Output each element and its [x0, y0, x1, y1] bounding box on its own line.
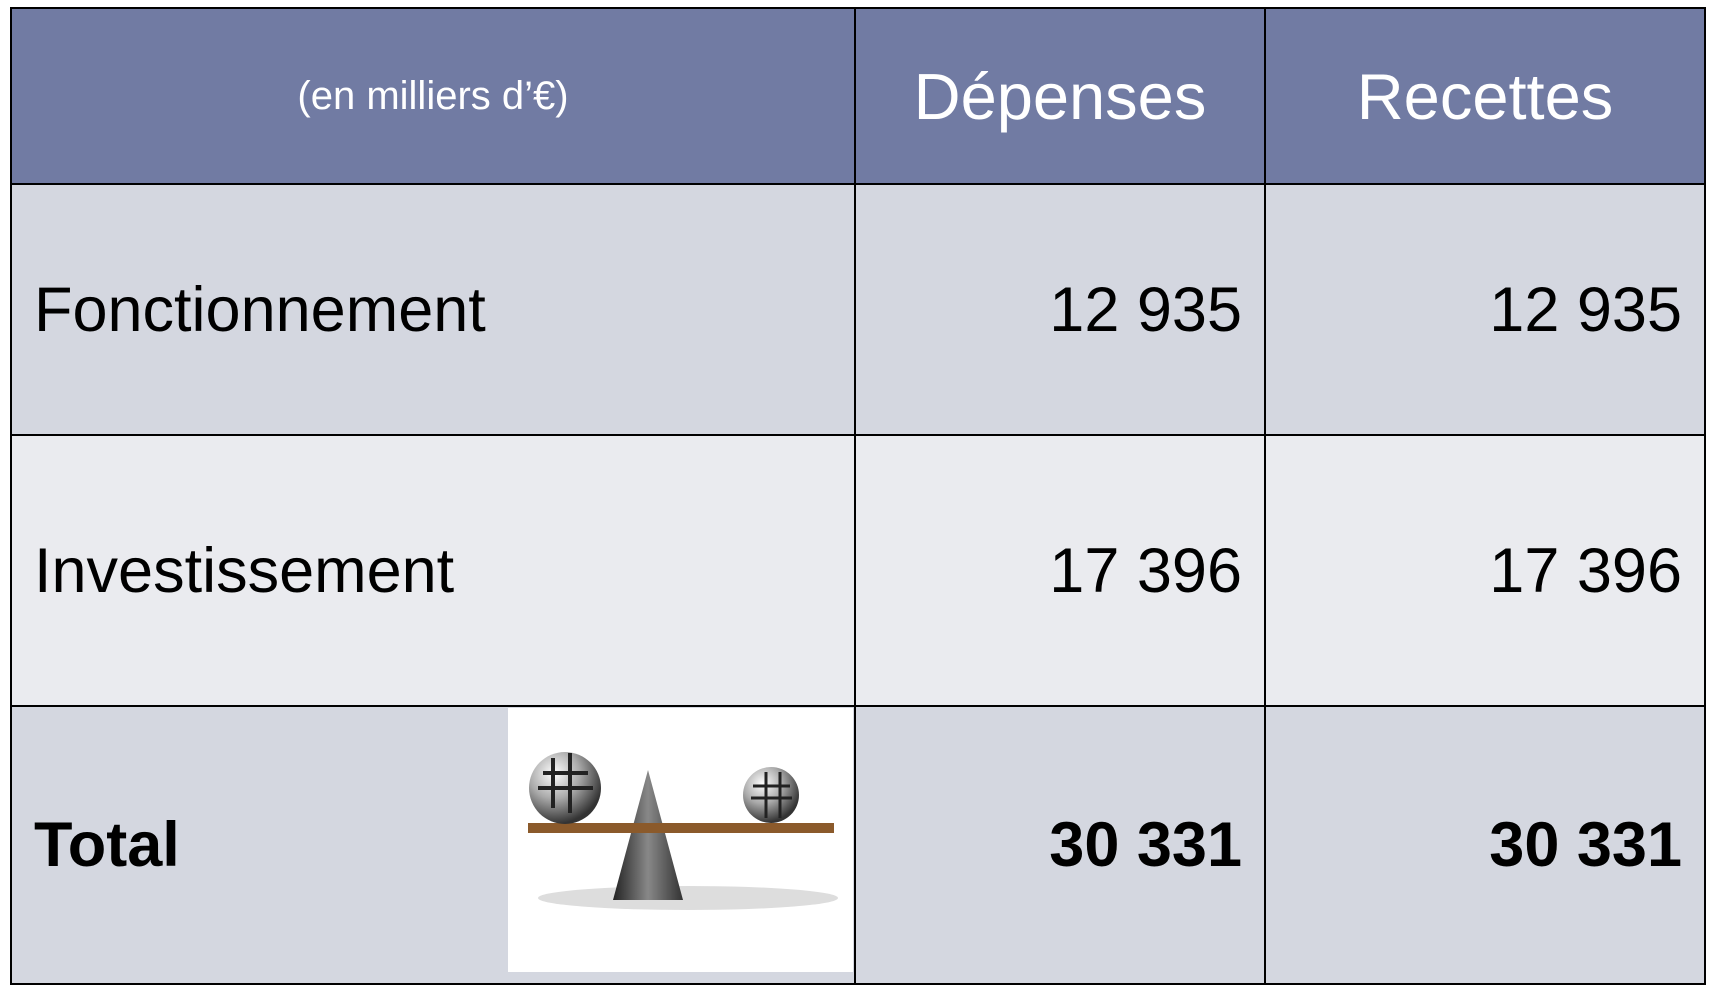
header-cell: (en milliers d’€) [10, 7, 856, 185]
value-cell: 12 935 [1264, 183, 1706, 436]
value-cell: 30 331 [854, 705, 1266, 985]
value-cell: 17 396 [1264, 434, 1706, 707]
value-cell: 17 396 [854, 434, 1266, 707]
header-cell: Recettes [1264, 7, 1706, 185]
value-cell: 12 935 [854, 183, 1266, 436]
row-label: Investissement [10, 434, 856, 707]
value-cell: 30 331 [1264, 705, 1706, 985]
row-label: Fonctionnement [10, 183, 856, 436]
balance-illustration [508, 708, 853, 972]
page: (en milliers d’€) Dépenses Recettes Fonc… [0, 0, 1710, 972]
header-cell: Dépenses [854, 7, 1266, 185]
budget-table: (en milliers d’€) Dépenses Recettes Fonc… [0, 0, 1710, 972]
